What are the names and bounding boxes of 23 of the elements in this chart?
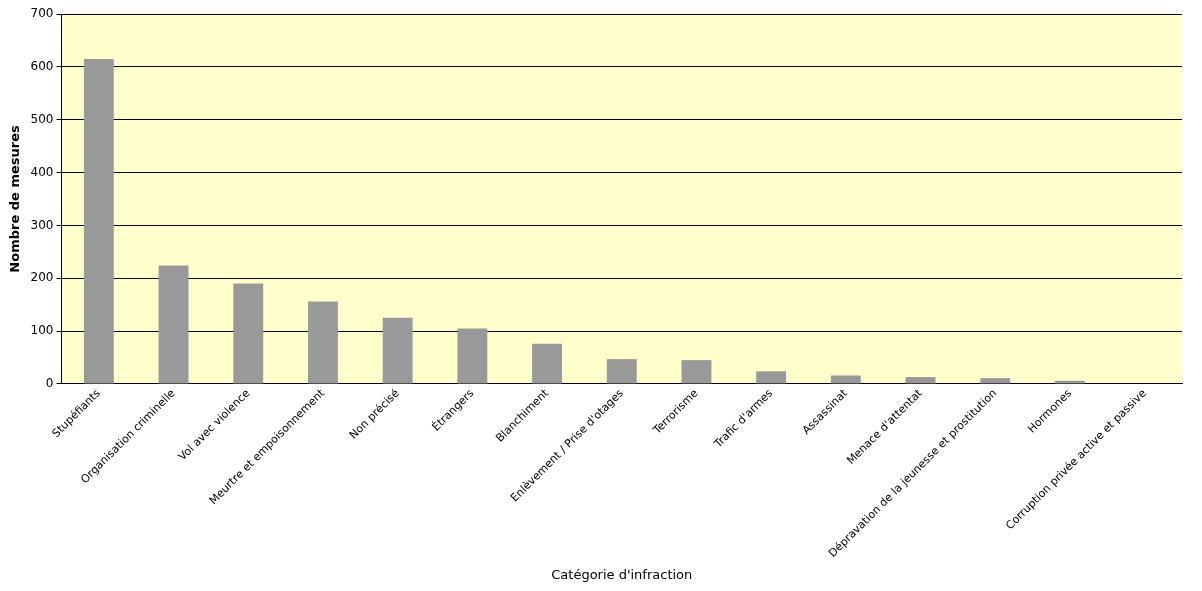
y-tick-label: 600: [30, 58, 54, 73]
y-tick-label: 300: [30, 217, 54, 232]
bar: [457, 328, 488, 384]
bar: [532, 343, 562, 384]
bar: [756, 371, 787, 384]
bar: [308, 301, 338, 384]
y-tick-label: 700: [30, 6, 54, 21]
y-tick-label: 100: [30, 323, 54, 338]
y-tick-label: 500: [30, 111, 54, 126]
y-tick-label: 0: [45, 376, 54, 391]
bar: [158, 265, 189, 384]
y-tick-label: 200: [30, 270, 54, 285]
bar: [83, 58, 114, 384]
y-tick-label: 400: [30, 164, 54, 179]
y-axis-title: Nombre de mesures: [7, 125, 23, 273]
bar: [830, 375, 861, 384]
bar: [980, 378, 1011, 384]
bar: [606, 359, 637, 384]
x-axis-title: Catégorie d'infraction: [551, 566, 693, 582]
bar: [382, 317, 413, 384]
bar: [233, 283, 264, 384]
bar: [905, 377, 936, 384]
bar: [681, 360, 712, 384]
